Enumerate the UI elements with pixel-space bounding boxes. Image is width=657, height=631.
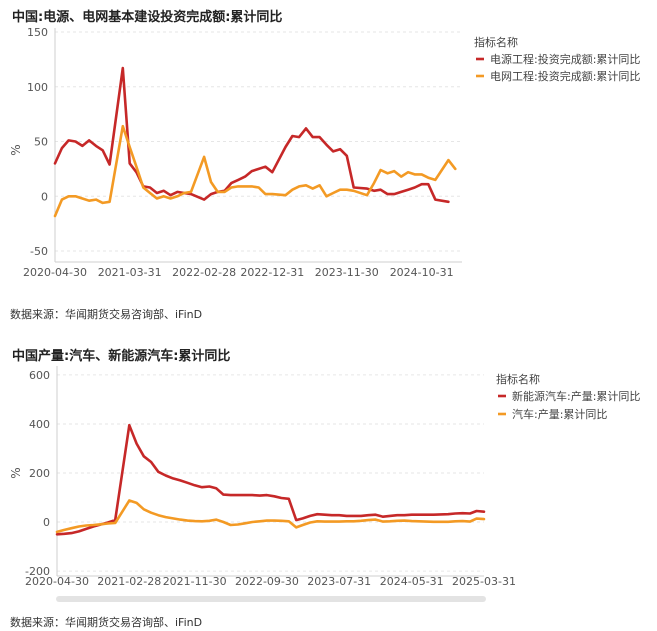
x-tick-label: 2021-02-28	[97, 575, 161, 588]
x-tick-label: 2023-07-31	[307, 575, 371, 588]
x-tick-label: 2022-12-31	[240, 266, 304, 279]
legend-item-label: 汽车:产量:累计同比	[512, 407, 607, 421]
chart-title: 中国:电源、电网基本建设投资完成额:累计同比	[12, 10, 283, 25]
legend-item-label: 新能源汽车:产量:累计同比	[512, 389, 640, 403]
legend-title: 指标名称	[474, 35, 518, 49]
x-tick-label: 2020-04-30	[23, 266, 87, 279]
y-tick-label: 0	[43, 516, 50, 529]
chart-1-plot: 150 100 50 0 -50 2020-04-30 2021-03-31 2022-02-…	[9, 26, 640, 279]
y-tick-label: 400	[29, 418, 50, 431]
series-line-1	[55, 423, 486, 536]
y-tick-label: 0	[41, 190, 48, 203]
y-tick-label: 100	[27, 81, 48, 94]
data-source-note: 数据来源：华闻期货交易咨询部、iFinD	[10, 308, 203, 321]
y-tick-label: 150	[27, 26, 48, 39]
chart-title: 中国产量:汽车、新能源汽车:累计同比	[12, 349, 231, 364]
y-tick-label: 50	[34, 136, 48, 149]
x-tick-label: 2025-03-31	[452, 575, 516, 588]
y-axis-label: %	[9, 144, 23, 155]
legend-title: 指标名称	[496, 372, 540, 386]
x-tick-label: 2021-11-30	[163, 575, 227, 588]
legend-item-label: 电源工程:投资完成额:累计同比	[490, 52, 640, 66]
y-tick-label: -50	[30, 245, 48, 258]
series-line-2	[53, 124, 457, 218]
x-tick-label: 2024-10-31	[390, 266, 454, 279]
series-line-1	[53, 66, 450, 204]
x-tick-label: 2022-09-30	[235, 575, 299, 588]
y-tick-label: 200	[29, 467, 50, 480]
x-tick-label: 2023-11-30	[315, 266, 379, 279]
x-tick-label: 2021-03-31	[98, 266, 162, 279]
y-tick-label: 600	[29, 369, 50, 382]
x-tick-label: 2024-05-31	[380, 575, 444, 588]
y-axis-label: %	[9, 467, 23, 478]
legend-item-label: 电网工程:投资完成额:累计同比	[490, 69, 640, 83]
x-tick-label: 2020-04-30	[25, 575, 89, 588]
x-tick-label: 2022-02-28	[172, 266, 236, 279]
data-source-note: 数据来源：华闻期货交易咨询部、iFinD	[10, 616, 203, 629]
series-line-2	[55, 499, 486, 534]
y-tick-label: -200	[25, 565, 50, 578]
scroll-bar[interactable]	[56, 596, 486, 602]
